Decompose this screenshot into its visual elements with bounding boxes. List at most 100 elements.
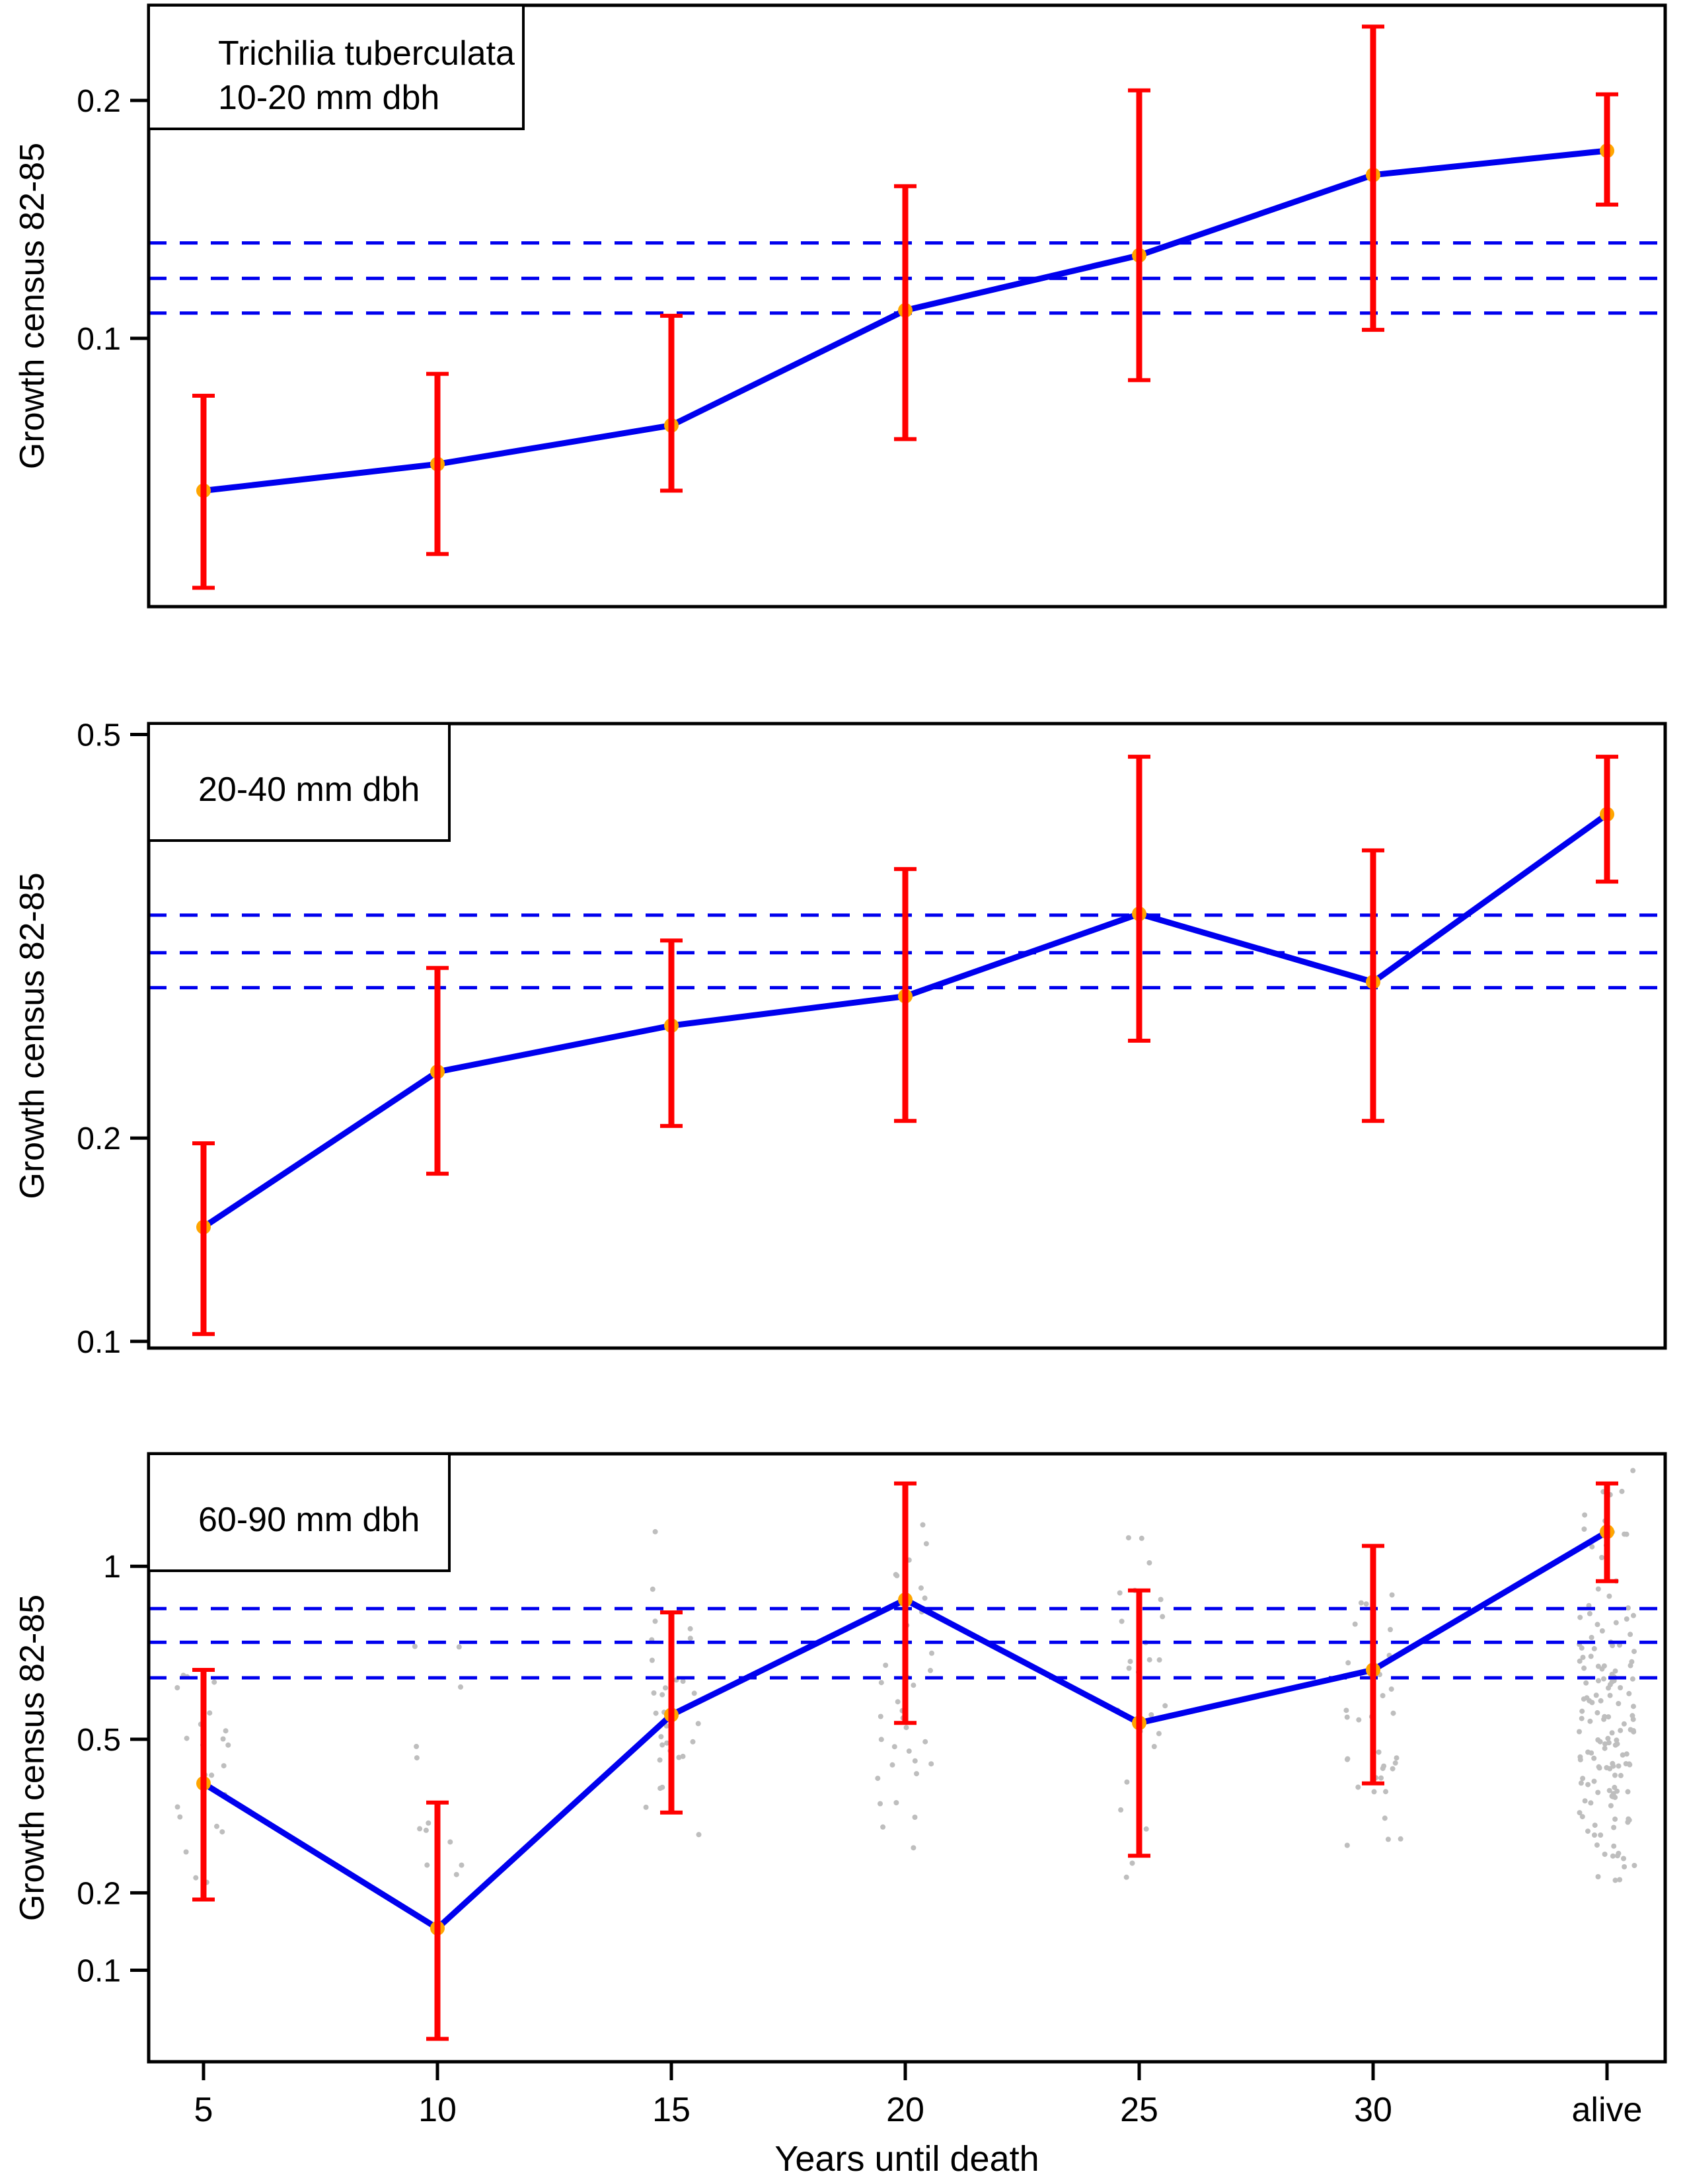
scatter-point bbox=[1602, 1713, 1608, 1719]
scatter-point bbox=[1390, 1710, 1396, 1716]
scatter-point bbox=[1614, 1853, 1620, 1859]
scatter-point bbox=[1580, 1776, 1586, 1782]
scatter-point bbox=[1117, 1590, 1123, 1596]
scatter-point bbox=[1344, 1714, 1350, 1720]
scatter-point bbox=[1580, 1655, 1586, 1661]
scatter-point bbox=[1392, 1760, 1398, 1766]
scatter-point bbox=[878, 1680, 884, 1686]
scatter-point bbox=[1592, 1823, 1598, 1828]
scatter-point bbox=[1610, 1853, 1616, 1859]
scatter-point bbox=[1589, 1750, 1594, 1756]
scatter-point bbox=[912, 1758, 918, 1764]
scatter-point bbox=[911, 1845, 917, 1851]
scatter-point bbox=[1611, 1825, 1617, 1830]
x-axis: 5 10 15 20 25 30 alive Years until death bbox=[194, 2062, 1642, 2179]
scatter-point bbox=[1390, 1766, 1396, 1772]
scatter-point bbox=[1594, 1622, 1600, 1628]
scatter-point bbox=[883, 1663, 889, 1668]
y-tick-label: 0.2 bbox=[77, 1121, 121, 1156]
scatter-point bbox=[695, 1721, 701, 1727]
scatter-point bbox=[1595, 1789, 1601, 1795]
scatter-point bbox=[1376, 1749, 1382, 1755]
scatter-point bbox=[1629, 1676, 1635, 1682]
scatter-point bbox=[1579, 1708, 1585, 1714]
scatter-point bbox=[1626, 1817, 1632, 1823]
scatter-point bbox=[891, 1744, 897, 1750]
scatter-point bbox=[663, 1685, 668, 1691]
scatter-point bbox=[1355, 1784, 1361, 1790]
y-axis-ticks: 1 0.5 0.2 0.1 bbox=[77, 1550, 149, 1989]
scatter-point bbox=[1162, 1703, 1168, 1709]
mean-points-group bbox=[196, 143, 1614, 498]
scatter-point bbox=[895, 1699, 901, 1705]
scatter-point bbox=[1624, 1751, 1629, 1757]
y-tick-label: 0.5 bbox=[77, 1723, 121, 1758]
scatter-point bbox=[1594, 1842, 1600, 1848]
scatter-point bbox=[417, 1826, 423, 1832]
scatter-point bbox=[223, 1728, 229, 1734]
scatter-point bbox=[1383, 1789, 1388, 1795]
y-tick-label: 1 bbox=[103, 1550, 121, 1585]
scatter-point bbox=[690, 1739, 696, 1745]
scatter-point bbox=[663, 1723, 669, 1729]
scatter-point bbox=[1612, 1772, 1618, 1778]
scatter-point bbox=[1631, 1863, 1637, 1868]
scatter-point bbox=[1398, 1836, 1404, 1842]
scatter-point bbox=[423, 1827, 429, 1833]
scatter-point bbox=[219, 1829, 225, 1835]
scatter-point bbox=[1583, 1680, 1589, 1686]
scatter-point bbox=[1612, 1816, 1618, 1822]
scatter-point bbox=[1617, 1877, 1623, 1883]
scatter-point bbox=[893, 1571, 899, 1577]
scatter-point bbox=[1156, 1731, 1162, 1737]
scatter-point bbox=[1596, 1678, 1601, 1684]
scatter-point bbox=[1588, 1653, 1594, 1659]
scatter-point bbox=[1343, 1708, 1349, 1713]
scatter-point bbox=[453, 1871, 459, 1877]
scatter-point bbox=[1589, 1635, 1594, 1640]
scatter-point bbox=[1612, 1877, 1618, 1883]
scatter-point bbox=[1577, 1658, 1583, 1664]
scatter-point bbox=[1598, 1832, 1604, 1838]
scatter-point bbox=[1394, 1755, 1400, 1761]
scatter-point bbox=[1595, 1663, 1601, 1669]
scatter-point bbox=[1385, 1836, 1391, 1842]
scatter-point bbox=[1581, 1526, 1587, 1532]
panel-label-line: Trichilia tuberculata bbox=[218, 34, 515, 73]
scatter-point bbox=[1595, 1586, 1601, 1592]
scatter-point bbox=[1119, 1618, 1125, 1624]
scatter-point bbox=[1588, 1800, 1594, 1806]
scatter-point bbox=[922, 1595, 928, 1601]
scatter-point bbox=[1631, 1612, 1636, 1618]
scatter-point bbox=[878, 1801, 883, 1807]
scatter-point bbox=[1599, 1666, 1605, 1672]
scatter-point bbox=[174, 1685, 180, 1690]
scatter-point bbox=[1156, 1657, 1162, 1663]
scatter-point bbox=[1599, 1628, 1605, 1634]
scatter-point bbox=[1129, 1860, 1135, 1866]
scatter-point bbox=[1606, 1593, 1612, 1599]
scatter-point bbox=[912, 1815, 918, 1820]
panel-label-line: 10-20 mm dbh bbox=[218, 79, 439, 117]
scatter-point bbox=[177, 1814, 183, 1820]
scatter-point bbox=[691, 1690, 697, 1696]
y-tick-label: 0.1 bbox=[77, 1954, 121, 1989]
scatter-point bbox=[658, 1734, 664, 1740]
error-bars-group bbox=[192, 24, 1618, 590]
scatter-point bbox=[1620, 1752, 1626, 1758]
panel-frame bbox=[147, 722, 1667, 1350]
panel-label-line: 60-90 mm dbh bbox=[198, 1501, 420, 1539]
scatter-point bbox=[649, 1657, 655, 1663]
scatter-point bbox=[657, 1786, 663, 1791]
x-tick-label: 10 bbox=[418, 2091, 457, 2129]
scatter-point bbox=[1382, 1815, 1388, 1821]
scatter-point bbox=[1127, 1659, 1133, 1665]
scatter-point bbox=[1624, 1616, 1629, 1622]
y-tick-label: 0.2 bbox=[77, 84, 121, 119]
scatter-point bbox=[929, 1650, 934, 1656]
scatter-point bbox=[1610, 1760, 1616, 1766]
scatter-point bbox=[1381, 1763, 1387, 1769]
scatter-point bbox=[1607, 1682, 1613, 1688]
scatter-point bbox=[923, 1541, 929, 1547]
